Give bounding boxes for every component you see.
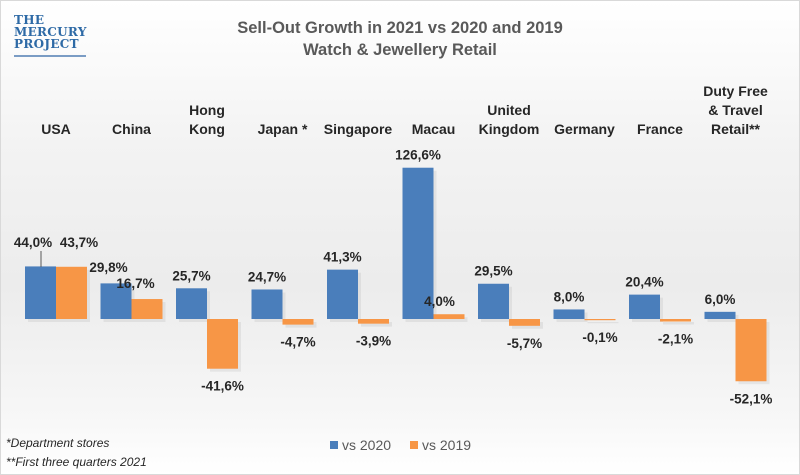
chart-title-block: Sell-Out Growth in 2021 vs 2020 and 2019… [180, 17, 620, 61]
data-label-vs-2019: -3,9% [356, 334, 391, 349]
bar-vs-2019 [584, 319, 616, 321]
data-label-vs-2020: 126,6% [395, 148, 441, 163]
chart-subtitle: Watch & Jewellery Retail [303, 41, 497, 59]
category-label: Duty Free [703, 83, 768, 99]
bar-vs-2019 [56, 266, 87, 319]
logo-line: MERCURY [14, 25, 87, 39]
footnote-first-three-quarters: **First three quarters 2021 [6, 455, 147, 469]
data-label-vs-2019: 43,7% [60, 235, 98, 250]
data-label-vs-2019: -52,1% [730, 391, 773, 406]
legend-swatch-vs-2019 [410, 441, 418, 449]
bar-shadow [285, 322, 317, 328]
data-label-vs-2020: 6,0% [705, 292, 736, 307]
bar-vs-2019 [660, 319, 691, 322]
legend-swatch-vs-2020 [330, 441, 338, 449]
category-label: China [112, 121, 151, 137]
bar-vs-2020 [553, 309, 585, 319]
legend-item-vs-2019: vs 2019 [410, 437, 471, 453]
bar-vs-2019 [433, 314, 465, 319]
logo: THE MERCURY PROJECT [14, 14, 87, 50]
data-label-vs-2020: 44,0% [14, 235, 52, 250]
chart-title: Sell-Out Growth in 2021 vs 2020 and 2019 [237, 19, 563, 37]
data-label-vs-2020: 29,5% [474, 264, 512, 279]
category-label: Singapore [324, 121, 393, 137]
category-label: Kong [189, 121, 225, 137]
bar-vs-2019 [131, 299, 163, 319]
bar-shadow [436, 317, 468, 322]
bar-vs-2020 [25, 266, 56, 319]
logo-line: PROJECT [14, 37, 79, 51]
category-label: Macau [412, 121, 456, 137]
bar-vs-2019 [509, 319, 540, 326]
data-label-vs-2020: 20,4% [625, 275, 663, 290]
data-label-vs-2019: 4,0% [424, 294, 455, 309]
category-label: Kingdom [479, 121, 540, 137]
bar-vs-2020 [176, 288, 207, 319]
data-label-vs-2019: -2,1% [658, 332, 693, 347]
bar-vs-2020 [478, 283, 509, 319]
data-label-vs-2020: 24,7% [248, 269, 286, 284]
category-label: & Travel [708, 102, 762, 118]
category-label: USA [41, 121, 71, 137]
bar-vs-2019 [735, 319, 767, 382]
bar-shadow [587, 322, 619, 324]
logo-underline [14, 55, 86, 57]
bar-vs-2019 [207, 319, 238, 369]
legend-label: vs 2020 [342, 437, 392, 453]
logo-line: THE [14, 13, 45, 27]
data-label-vs-2019: -4,7% [280, 335, 315, 350]
bar-vs-2019 [282, 319, 314, 325]
bar-vs-2020 [704, 311, 736, 319]
category-label: United [487, 102, 531, 118]
category-label: Hong [189, 102, 225, 118]
data-label-vs-2020: 25,7% [172, 268, 210, 283]
data-label-vs-2020: 41,3% [323, 250, 361, 265]
bar-vs-2020 [251, 289, 283, 319]
data-label-vs-2019: -5,7% [507, 336, 542, 351]
data-label-vs-2019: -41,6% [201, 379, 244, 394]
legend-item-vs-2020: vs 2020 [330, 437, 391, 453]
footnote-department-stores: *Department stores [6, 436, 110, 450]
category-label: Japan * [258, 121, 308, 137]
data-label-vs-2019: -0,1% [582, 330, 617, 345]
data-label-vs-2020: 29,8% [89, 260, 127, 275]
category-label: France [637, 121, 683, 137]
bar-shadow [663, 322, 694, 325]
bar-shadow [361, 322, 392, 327]
category-label: Retail** [711, 121, 761, 137]
data-label-vs-2019: 16,7% [116, 276, 154, 291]
category-label: Germany [554, 121, 615, 137]
bar-vs-2020 [629, 294, 660, 319]
bar-vs-2020 [402, 167, 434, 319]
legend-label: vs 2019 [422, 437, 472, 453]
bar-vs-2020 [327, 269, 358, 319]
bar-vs-2019 [358, 319, 389, 324]
bar-vs-2020 [100, 283, 132, 319]
data-label-vs-2020: 8,0% [554, 289, 585, 304]
